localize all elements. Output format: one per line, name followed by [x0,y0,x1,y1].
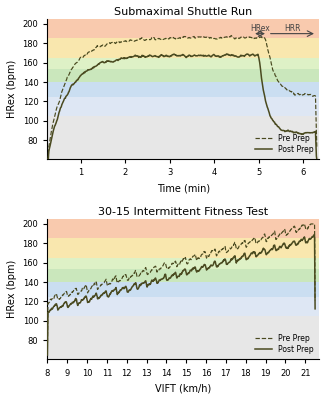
Pre Prep [230,33,233,38]
Y-axis label: HRex (bpm): HRex (bpm) [7,60,17,118]
Post Prep [154,276,157,281]
Post Prep [259,250,263,255]
Pre Prep [73,287,77,292]
Pre Prep [315,146,319,151]
Pre Prep [302,222,306,226]
Pre Prep [204,35,208,40]
Post Prep [73,298,77,303]
Pre Prep [259,237,263,242]
Bar [47,219,319,238]
Post Prep [249,53,253,58]
Line: Pre Prep: Pre Prep [47,224,315,349]
Bar [47,58,319,70]
Pre Prep [45,346,49,351]
Bar [47,116,319,160]
Pre Prep [45,157,49,162]
Line: Post Prep: Post Prep [47,234,315,355]
Bar [47,296,319,316]
Title: Submaximal Shuttle Run: Submaximal Shuttle Run [114,7,252,17]
Post Prep [163,272,167,277]
Post Prep [254,254,258,259]
Post Prep [204,54,208,59]
Pre Prep [229,246,233,251]
Pre Prep [225,35,229,40]
Post Prep [115,58,119,62]
Line: Post Prep: Post Prep [47,54,317,160]
Post Prep [226,52,230,56]
Pre Prep [313,298,317,303]
Bar [47,19,319,38]
Bar [47,258,319,270]
Pre Prep [154,264,157,269]
X-axis label: Time (min): Time (min) [157,183,210,193]
Pre Prep [249,35,253,40]
Post Prep [312,232,316,237]
X-axis label: VIFT (km/h): VIFT (km/h) [155,383,211,393]
Legend: Pre Prep, Post Prep: Pre Prep, Post Prep [254,332,315,356]
Pre Prep [115,40,119,44]
Post Prep [313,306,317,311]
Y-axis label: HRex (bpm): HRex (bpm) [7,260,17,318]
Text: HRex: HRex [250,24,270,33]
Title: 30-15 Intermittent Fitness Test: 30-15 Intermittent Fitness Test [98,207,268,217]
Post Prep [93,64,97,69]
Pre Prep [254,241,258,246]
Post Prep [229,256,233,261]
Text: HRR: HRR [284,24,301,33]
Post Prep [167,54,171,59]
Pre Prep [93,46,97,51]
Bar [47,238,319,258]
Post Prep [45,353,49,358]
Bar [47,316,319,360]
Legend: Pre Prep, Post Prep: Pre Prep, Post Prep [254,132,315,156]
Post Prep [45,157,49,162]
Bar [47,38,319,58]
Pre Prep [167,36,171,41]
Bar [47,270,319,282]
Bar [47,282,319,296]
Bar [47,96,319,116]
Pre Prep [163,261,167,266]
Bar [47,70,319,82]
Post Prep [315,157,319,162]
Post Prep [225,52,229,56]
Bar [47,82,319,96]
Line: Pre Prep: Pre Prep [47,36,317,160]
